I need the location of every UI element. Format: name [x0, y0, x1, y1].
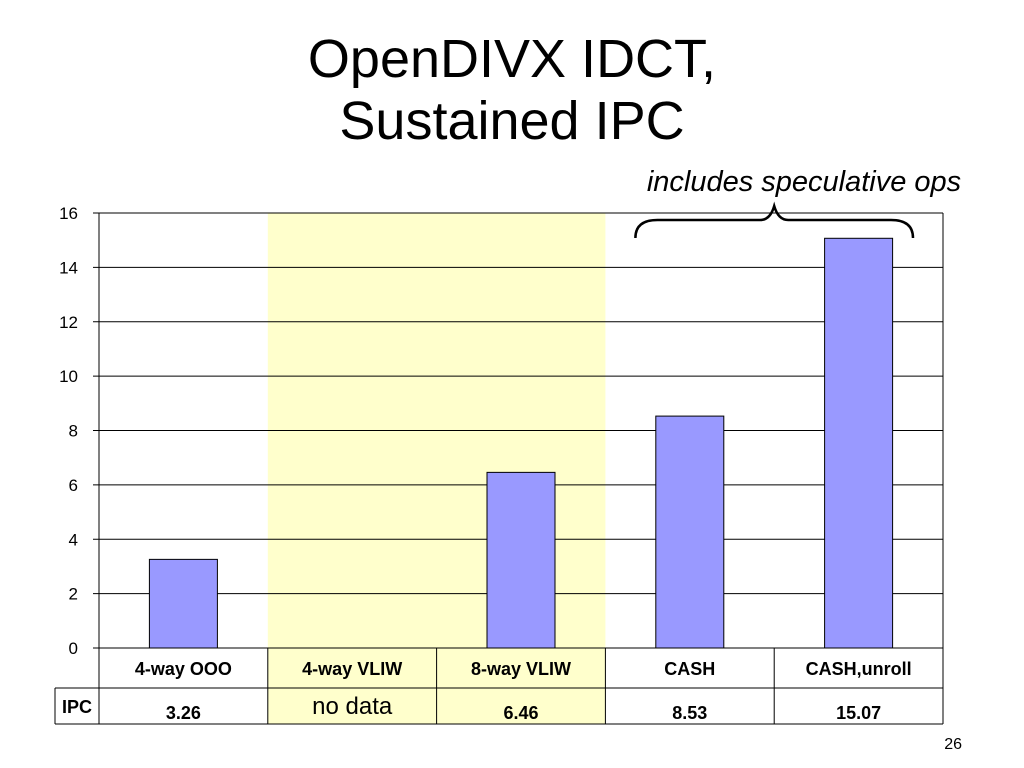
y-tick-label: 0: [69, 639, 78, 658]
data-label: 15.07: [836, 703, 881, 723]
y-tick-label: 16: [59, 204, 78, 223]
y-tick-label: 4: [69, 530, 78, 549]
table-row-label: IPC: [62, 697, 92, 717]
curly-brace: [634, 201, 915, 239]
y-tick-label: 14: [59, 258, 78, 277]
speculative-ops-annotation: includes speculative ops: [646, 166, 962, 198]
bar: [148, 558, 218, 649]
x-category-label: 4-way VLIW: [302, 659, 402, 679]
bar: [824, 237, 894, 649]
x-category-label: 8-way VLIW: [471, 659, 571, 679]
page-number: 26: [944, 736, 962, 753]
title-line-1: OpenDIVX IDCT,: [307, 29, 717, 89]
y-tick-label: 8: [69, 422, 78, 441]
no-data-label: no data: [312, 693, 393, 720]
x-category-label: CASH,unroll: [806, 659, 912, 679]
title-line-2: Sustained IPC: [339, 91, 685, 151]
slide-title: OpenDIVX IDCT, Sustained IPC: [0, 28, 1024, 152]
bar: [486, 471, 556, 649]
x-category-label: CASH: [664, 659, 715, 679]
data-label: 3.26: [166, 703, 201, 723]
x-category-label: 4-way OOO: [135, 659, 232, 679]
bar: [655, 415, 725, 649]
y-tick-label: 10: [59, 367, 78, 386]
data-label: 8.53: [672, 703, 707, 723]
y-tick-label: 12: [59, 313, 78, 332]
y-tick-label: 6: [69, 476, 78, 495]
y-tick-label: 2: [69, 585, 78, 604]
data-label: 6.46: [503, 703, 538, 723]
